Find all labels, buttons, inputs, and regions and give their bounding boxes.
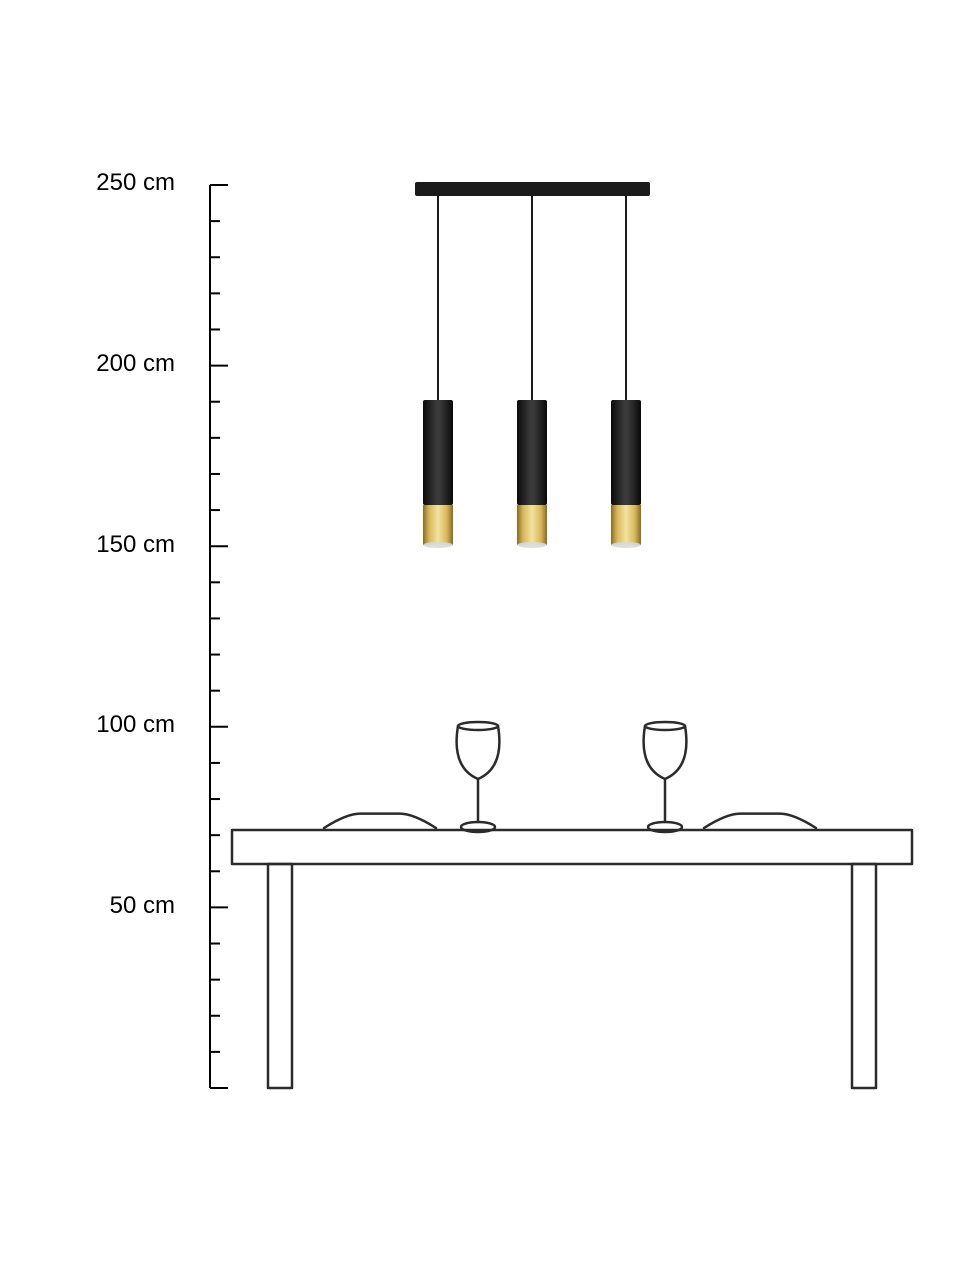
ruler bbox=[210, 185, 228, 1088]
lamp-tube-gold bbox=[517, 505, 547, 545]
lamp-tube-gold bbox=[611, 505, 641, 545]
lamp-tube-black bbox=[423, 400, 453, 505]
ruler-label: 150 cm bbox=[0, 531, 175, 559]
plate-outline bbox=[704, 814, 816, 828]
ruler-label: 250 cm bbox=[0, 169, 175, 197]
plate-outline bbox=[324, 814, 436, 828]
table-outline bbox=[232, 722, 912, 1088]
lamp-tube-black bbox=[517, 400, 547, 505]
wine-glass-bowl bbox=[644, 726, 687, 779]
pendant-lamp bbox=[415, 182, 650, 548]
lamp-tube-gold bbox=[423, 505, 453, 545]
ruler-label: 50 cm bbox=[0, 892, 175, 920]
scale-diagram: 250 cm 200 cm 150 cm 100 cm 50 cm bbox=[0, 0, 960, 1280]
ruler-label: 100 cm bbox=[0, 711, 175, 739]
wine-glass-bowl bbox=[457, 726, 500, 779]
ruler-label: 200 cm bbox=[0, 350, 175, 378]
lamp-tube-black bbox=[611, 400, 641, 505]
